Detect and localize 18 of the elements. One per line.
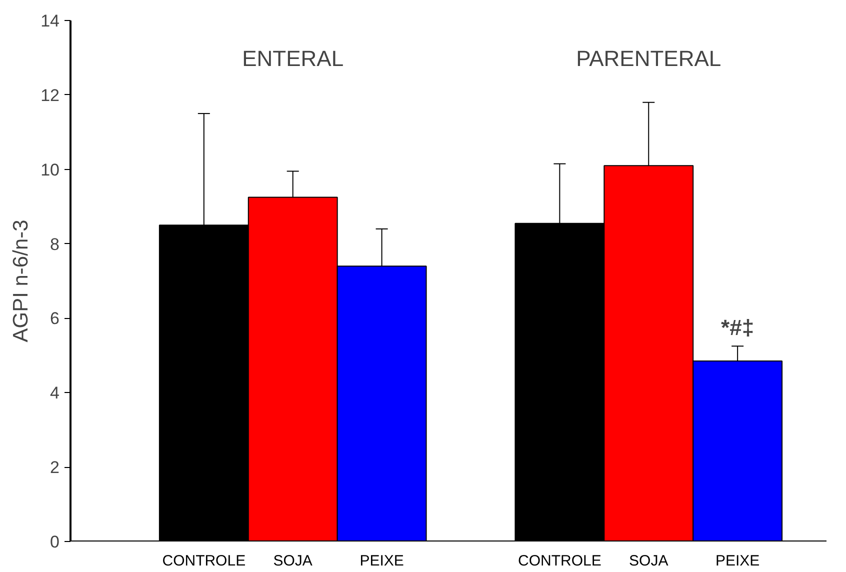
y-tick-label: 14 xyxy=(40,12,60,30)
y-tick-label: 8 xyxy=(50,234,60,254)
y-tick-label: 2 xyxy=(50,458,60,478)
y-tick-label: 6 xyxy=(50,309,60,328)
y-axis-title: AGPI n-6/n-3 xyxy=(10,220,33,342)
text: CONTROLE xyxy=(518,552,602,570)
x-tick-label: PARENTERAL xyxy=(576,46,722,71)
text: PEIXE xyxy=(715,552,760,570)
x-tick-label: ENTERAL xyxy=(242,46,344,71)
y-tick-label: 4 xyxy=(50,384,60,403)
y-tick-label: 12 xyxy=(40,86,60,105)
annotation: *#‡ xyxy=(721,315,754,340)
series-label: CONTROLE xyxy=(162,552,246,570)
y-tick-label: 0 xyxy=(50,532,60,552)
series-label: PEIXE xyxy=(360,552,404,570)
text: SOJA xyxy=(629,552,668,570)
series-label: SOJA xyxy=(273,552,312,570)
y-tick-label: 10 xyxy=(40,160,60,180)
